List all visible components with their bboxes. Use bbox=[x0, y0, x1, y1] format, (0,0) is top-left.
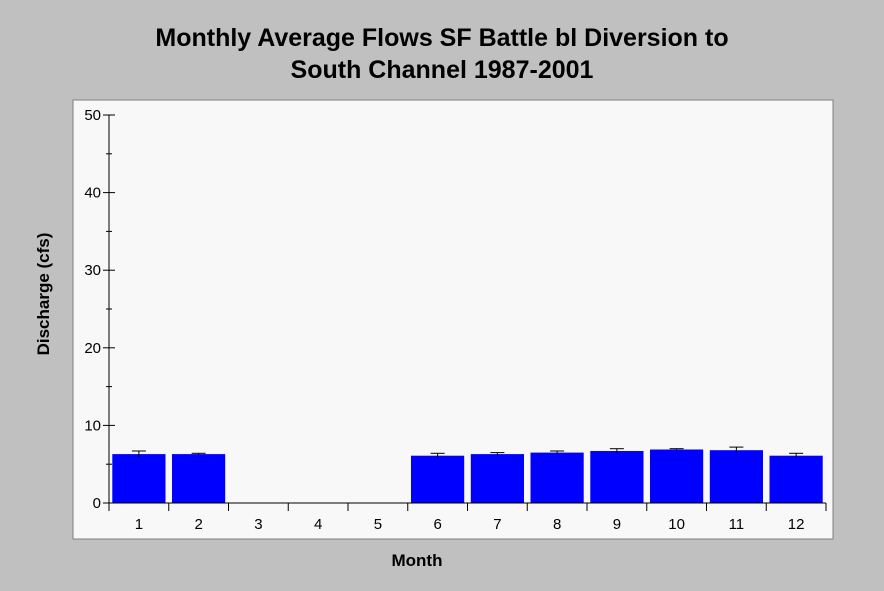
bar-month-2 bbox=[172, 454, 226, 503]
y-tick-label: 50 bbox=[84, 107, 101, 124]
chart-title-line-2: South Channel 1987-2001 bbox=[290, 56, 594, 84]
bar-month-6 bbox=[411, 455, 465, 503]
x-tick-label: 3 bbox=[254, 516, 262, 533]
y-tick-label: 40 bbox=[84, 185, 101, 202]
y-tick-label: 10 bbox=[84, 417, 101, 434]
x-tick-label: 9 bbox=[613, 516, 621, 533]
x-tick-label: 7 bbox=[493, 516, 501, 533]
bar-month-10 bbox=[650, 449, 704, 503]
bar-month-1 bbox=[112, 454, 166, 503]
bars-group bbox=[112, 449, 823, 503]
x-tick-label: 12 bbox=[788, 516, 805, 533]
bar-month-11 bbox=[709, 450, 763, 503]
bar-month-7 bbox=[470, 454, 524, 503]
bar-month-8 bbox=[530, 452, 584, 503]
x-tick-label: 5 bbox=[374, 516, 382, 533]
y-tick-label: 0 bbox=[93, 495, 101, 512]
bar-month-9 bbox=[590, 451, 644, 503]
y-axis-ticks: 0 10 20 30 40 50 bbox=[84, 107, 115, 512]
x-tick-label: 2 bbox=[194, 516, 202, 533]
chart-title-line-1: Monthly Average Flows SF Battle bl Diver… bbox=[155, 24, 729, 52]
error-bars-group bbox=[131, 446, 804, 458]
x-tick-label: 6 bbox=[433, 516, 441, 533]
y-tick-label: 20 bbox=[84, 340, 101, 357]
x-tick-label: 4 bbox=[314, 516, 322, 533]
x-tick-label: 8 bbox=[553, 516, 561, 533]
x-tick-label: 10 bbox=[668, 516, 685, 533]
x-tick-label: 11 bbox=[729, 516, 745, 533]
chart-title: Monthly Average Flows SF Battle bl Diver… bbox=[0, 22, 884, 86]
bar-month-12 bbox=[769, 455, 823, 503]
x-axis-ticks: 1 2 3 4 5 6 7 8 9 10 11 12 bbox=[108, 503, 827, 533]
x-axis-label: Month bbox=[392, 551, 443, 570]
x-tick-label: 1 bbox=[135, 516, 143, 533]
y-axis-label: Discharge (cfs) bbox=[34, 233, 53, 356]
y-tick-label: 30 bbox=[84, 262, 101, 279]
